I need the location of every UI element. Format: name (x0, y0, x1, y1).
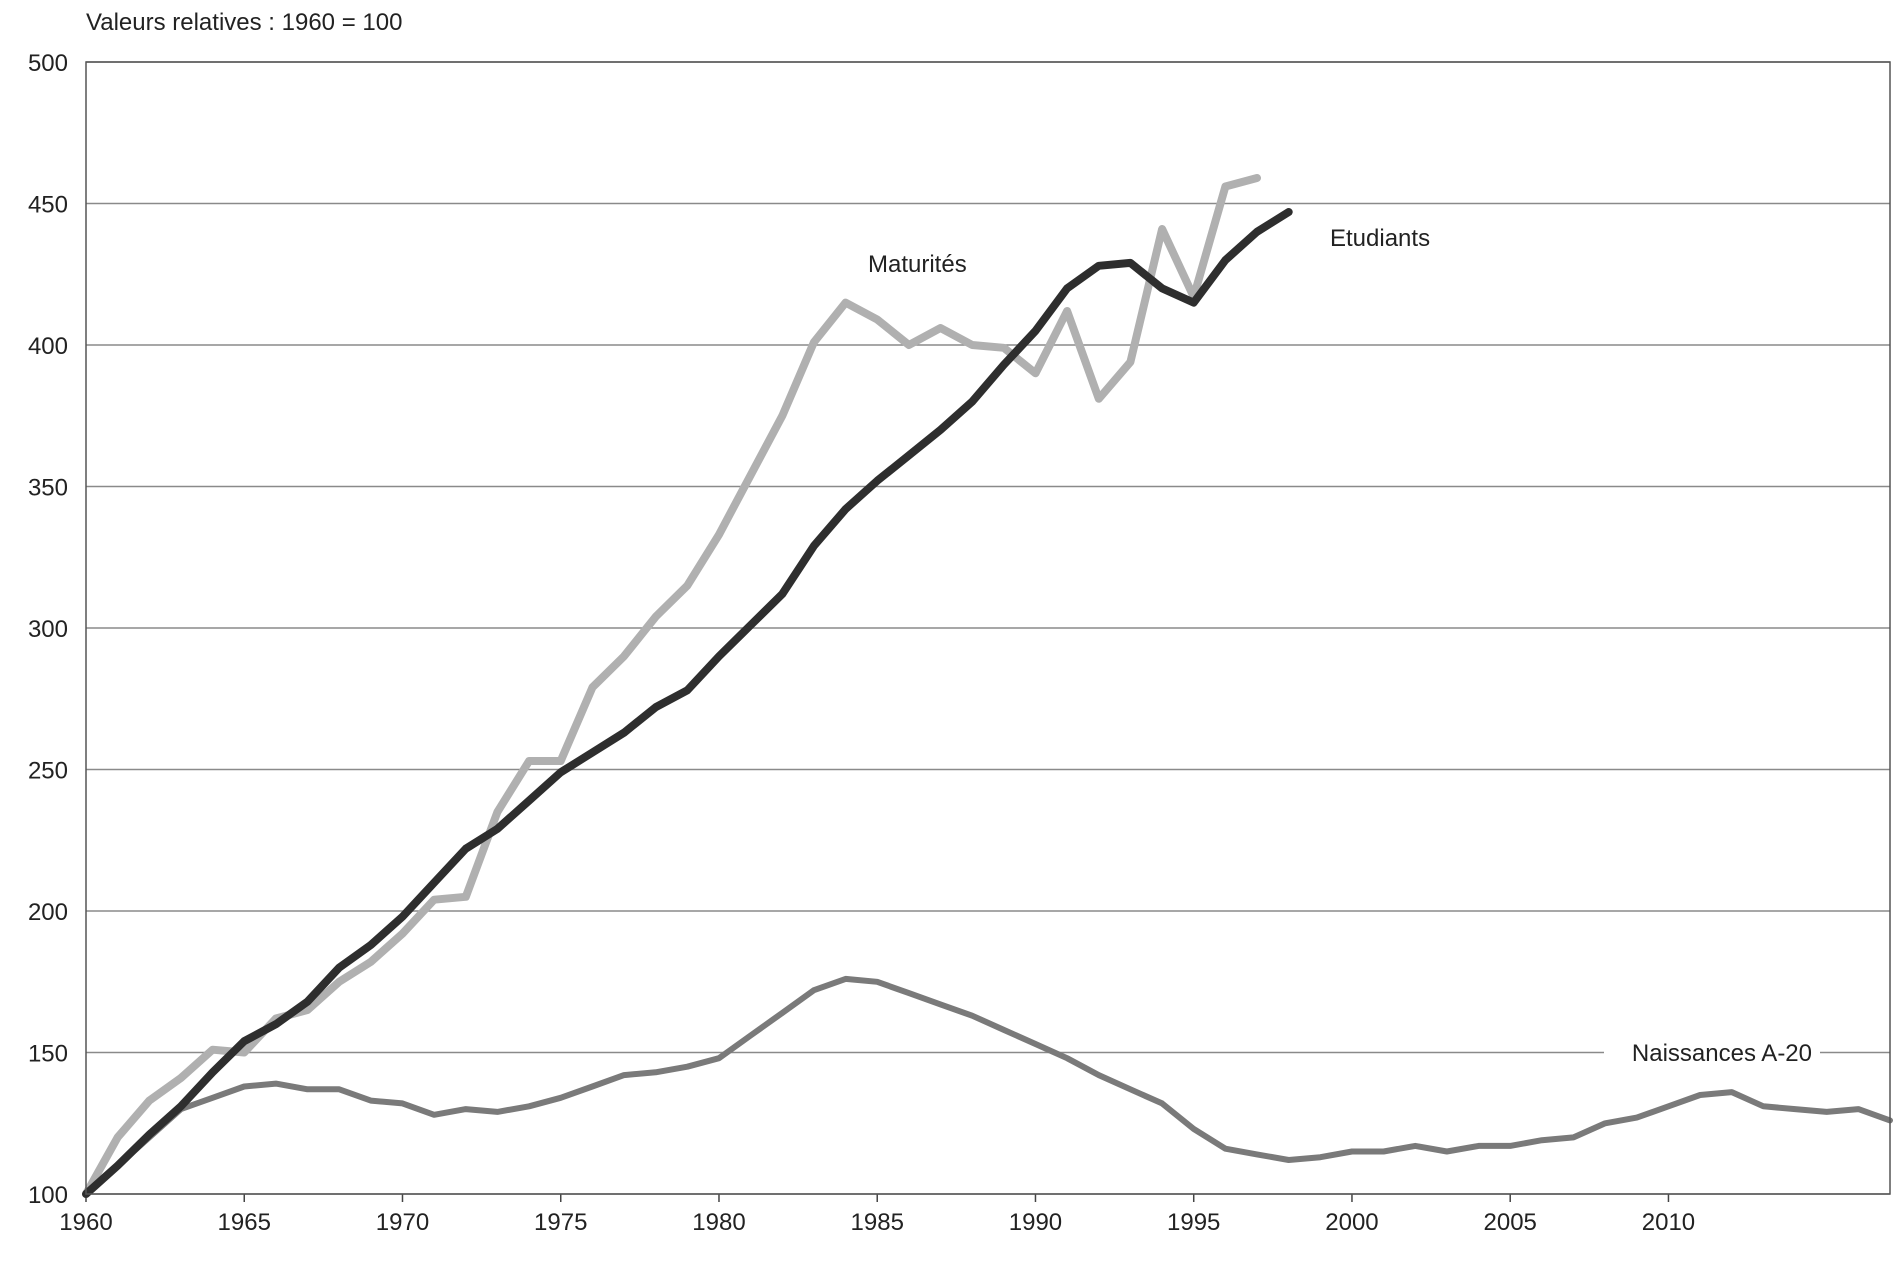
x-tick-labels: 1960 1965 1970 1975 1980 1985 1990 1995 2000 2005… (59, 1194, 1695, 1236)
y-tick-label: 150 (28, 1041, 68, 1068)
y-tick-label: 350 (28, 475, 68, 502)
x-tick-label: 2005 (1484, 1209, 1537, 1236)
y-axis-label: Valeurs relatives : 1960 = 100 (86, 9, 402, 36)
x-tick-label: 1995 (1167, 1209, 1220, 1236)
y-tick-label: 400 (28, 333, 68, 360)
y-tick-labels: 100 150 200 250 300 350 400 450 500 (28, 50, 68, 1209)
series-lines (82, 174, 1893, 1198)
y-tick-label: 200 (28, 899, 68, 926)
plot-area-frame (85, 61, 1891, 1195)
x-tick-label: 1985 (851, 1209, 904, 1236)
series-line-0 (83, 975, 1893, 1197)
y-tick-label: 450 (28, 192, 68, 219)
series-label: Etudiants (1330, 225, 1430, 252)
y-tick-label: 100 (28, 1182, 68, 1209)
x-tick-label: 1970 (376, 1209, 429, 1236)
x-tick-label: 2000 (1325, 1209, 1378, 1236)
x-tick-label: 1960 (59, 1209, 112, 1236)
y-tick-label: 300 (28, 616, 68, 643)
series-line-2 (82, 208, 1293, 1198)
x-tick-label: 1990 (1009, 1209, 1062, 1236)
series-labels: Maturités Etudiants Naissances A-20 (868, 225, 1820, 1071)
x-tick-label: 2010 (1642, 1209, 1695, 1236)
x-tick-label: 1965 (218, 1209, 271, 1236)
x-tick-label: 1980 (692, 1209, 745, 1236)
x-tick-label: 1975 (534, 1209, 587, 1236)
series-label-background (1604, 1035, 1820, 1071)
series-label: Naissances A-20 (1632, 1040, 1812, 1067)
series-label: Maturités (868, 251, 967, 278)
series-line-1 (82, 174, 1261, 1198)
y-tick-label: 250 (28, 758, 68, 785)
y-tick-label: 500 (28, 50, 68, 77)
